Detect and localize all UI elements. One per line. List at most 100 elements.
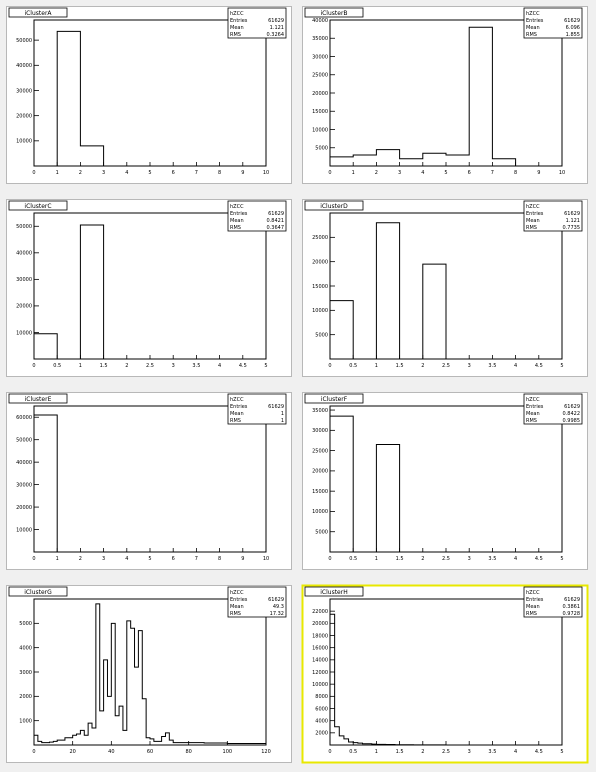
- histogram-series: [34, 30, 266, 167]
- histogram-title-box: [304, 7, 364, 18]
- histogram-pad[interactable]: 0 1 2 3 4 5 6 7 8 9 10 10000 20000 30000 40000 50000 iCl…: [6, 6, 292, 184]
- histogram-title: iClusterD: [320, 203, 348, 210]
- histogram-pad[interactable]: 0 0.5 1 1.5 2 2.5 3 3.5 4 4.5 5 5000 10000 15000 20000…: [302, 392, 588, 570]
- y-tick-label: 25000: [312, 73, 328, 79]
- histogram-pad[interactable]: 0 1 2 3 4 5 6 7 8 9 10 5000 10000 15000 20000 25000 3000…: [302, 6, 588, 184]
- y-tick-label: 20000: [312, 621, 328, 627]
- x-tick-label: 0: [32, 363, 35, 369]
- stats-value: 1: [281, 418, 284, 424]
- histogram-series: [329, 26, 562, 167]
- y-tick-label: 50000: [16, 224, 32, 230]
- stats-value: 0.7735: [563, 225, 581, 231]
- y-tick-label: 20000: [312, 469, 328, 475]
- histogram-title: iClusterF: [321, 396, 348, 403]
- x-tick-label: 5: [560, 556, 563, 562]
- x-tick-label: 1.5: [396, 363, 404, 369]
- y-tick-label: 30000: [16, 277, 32, 283]
- x-tick-label: 1: [56, 556, 59, 562]
- stats-label: hZCC: [526, 11, 540, 17]
- x-tick-label: 9: [241, 556, 244, 562]
- x-tick-label: 0: [32, 170, 35, 176]
- x-tick-label: 3.5: [488, 556, 496, 562]
- y-tick-label: 50000: [16, 38, 32, 44]
- stats-label: Entries: [230, 597, 248, 603]
- x-tick-label: 3.5: [488, 749, 496, 755]
- stats-label: RMS: [230, 32, 241, 38]
- histogram-pad[interactable]: 0 20 40 60 80 100 120 1000 2000 3000 4000 5000 iClus…: [6, 585, 292, 763]
- x-tick-label: 2: [421, 556, 424, 562]
- y-tick-label: 2000: [19, 694, 32, 700]
- histogram-title-box: [304, 393, 364, 404]
- stats-label: Entries: [230, 211, 248, 217]
- x-tick-label: 3: [468, 749, 471, 755]
- x-tick-label: 8: [514, 170, 517, 176]
- stats-label: hZCC: [526, 397, 540, 403]
- stats-label: hZCC: [230, 397, 244, 403]
- stats-value: 61629: [564, 404, 580, 410]
- stats-value: 1: [281, 411, 284, 417]
- x-tick-label: 2.5: [146, 363, 154, 369]
- stats-label: Entries: [526, 18, 544, 24]
- pad-border: [302, 392, 588, 570]
- x-tick-label: 3: [102, 556, 105, 562]
- stats-value: 61629: [564, 597, 580, 603]
- x-tick-label: 0: [32, 749, 35, 755]
- pad-border: [302, 6, 588, 184]
- y-tick-label: 14000: [312, 658, 328, 664]
- x-tick-label: 3.5: [192, 363, 200, 369]
- y-tick-label: 4000: [19, 645, 32, 651]
- x-tick-label: 4: [125, 556, 128, 562]
- x-tick-label: 7: [491, 170, 494, 176]
- x-tick-label: 5: [148, 556, 151, 562]
- stats-label: hZCC: [230, 11, 244, 17]
- x-tick-label: 5: [444, 170, 447, 176]
- x-tick-label: 120: [261, 749, 271, 755]
- x-tick-label: 0: [328, 170, 331, 176]
- histogram-pad[interactable]: 0 0.5 1 1.5 2 2.5 3 3.5 4 4.5 5 2000 4000 6000 8000 100…: [301, 584, 589, 764]
- y-tick-label: 40000: [16, 460, 32, 466]
- histogram-pad[interactable]: 0 1 2 3 4 5 6 7 8 9 10 10000 20000 30000 40000 50000 600…: [6, 392, 292, 570]
- x-tick-label: 4: [421, 170, 424, 176]
- histogram-title: iClusterG: [24, 589, 52, 596]
- stats-value: 0.8422: [563, 411, 581, 417]
- stats-value: 61629: [564, 18, 580, 24]
- x-tick-label: 4: [514, 556, 517, 562]
- histogram-title: iClusterA: [24, 10, 52, 17]
- y-tick-label: 12000: [312, 670, 328, 676]
- stats-label: Entries: [230, 404, 248, 410]
- y-tick-label: 30000: [16, 482, 32, 488]
- histogram-title: iClusterB: [320, 10, 347, 17]
- y-tick-label: 10000: [312, 509, 328, 515]
- histogram-title-box: [8, 200, 68, 211]
- stats-label: hZCC: [526, 204, 540, 210]
- x-tick-label: 4.5: [535, 749, 543, 755]
- x-tick-label: 0.5: [53, 363, 61, 369]
- stats-label: Entries: [526, 211, 544, 217]
- y-tick-label: 10000: [16, 330, 32, 336]
- y-tick-label: 18000: [312, 633, 328, 639]
- x-tick-label: 5: [148, 170, 151, 176]
- histogram-pad[interactable]: 0 0.5 1 1.5 2 2.5 3 3.5 4 4.5 5 5000 10000 15000 20000…: [302, 199, 588, 377]
- x-tick-label: 2: [79, 170, 82, 176]
- stats-value: 61629: [268, 18, 284, 24]
- stats-label: RMS: [526, 225, 537, 231]
- stats-label: hZCC: [526, 590, 540, 596]
- stats-label: Entries: [230, 18, 248, 24]
- x-tick-label: 1: [352, 170, 355, 176]
- x-tick-label: 0: [32, 556, 35, 562]
- y-tick-label: 3000: [19, 670, 32, 676]
- y-tick-label: 15000: [312, 284, 328, 290]
- x-tick-label: 60: [147, 749, 153, 755]
- stats-label: RMS: [526, 418, 537, 424]
- x-tick-label: 1.5: [396, 556, 404, 562]
- x-tick-label: 4: [125, 170, 128, 176]
- x-tick-label: 3: [172, 363, 175, 369]
- stats-label: Mean: [230, 218, 244, 224]
- stats-label: Mean: [526, 218, 540, 224]
- y-tick-label: 5000: [315, 146, 328, 152]
- x-tick-label: 4.5: [239, 363, 247, 369]
- y-tick-label: 60000: [16, 415, 32, 421]
- histogram-pad[interactable]: 0 0.5 1 1.5 2 2.5 3 3.5 4 4.5 5 10000 20000 30000 4000…: [6, 199, 292, 377]
- x-tick-label: 2: [125, 363, 128, 369]
- stats-value: 6.096: [566, 25, 580, 31]
